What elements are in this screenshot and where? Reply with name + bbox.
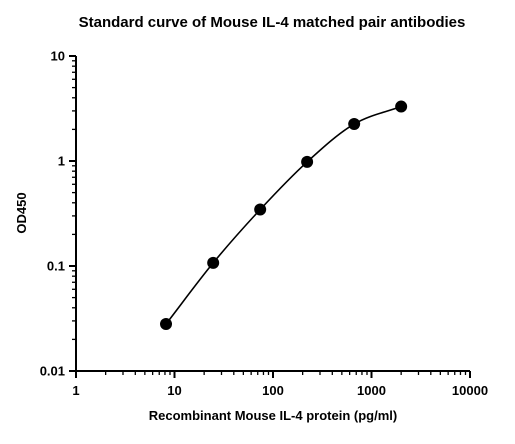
x-tick-label: 1 — [72, 383, 79, 398]
plot-area: 0.01 0.1 1 10 1 10 100 1000 10000 — [40, 49, 488, 399]
fitted-standard-curve — [165, 105, 402, 325]
x-tick-label: 1000 — [357, 383, 386, 398]
data-point — [301, 155, 314, 168]
x-axis-label: Recombinant Mouse IL-4 protein (pg/ml) — [149, 408, 397, 423]
chart-title: Standard curve of Mouse IL-4 matched pai… — [79, 14, 466, 31]
y-axis-ticks: 0.01 0.1 1 10 — [40, 49, 76, 379]
x-tick-label: 10000 — [452, 383, 488, 398]
x-tick-label: 10 — [167, 383, 181, 398]
y-tick-label: 10 — [51, 49, 65, 64]
data-point — [254, 203, 267, 216]
x-axis-ticks: 1 10 100 1000 10000 — [72, 371, 488, 398]
data-point — [160, 318, 173, 331]
y-axis-label: OD450 — [14, 192, 29, 233]
y-tick-label: 0.01 — [40, 364, 65, 379]
data-point — [207, 256, 220, 269]
x-tick-label: 100 — [262, 383, 284, 398]
data-point — [348, 118, 361, 131]
y-tick-label: 1 — [58, 154, 65, 169]
data-point — [395, 100, 408, 113]
y-tick-label: 0.1 — [47, 259, 65, 274]
data-points — [160, 100, 408, 331]
